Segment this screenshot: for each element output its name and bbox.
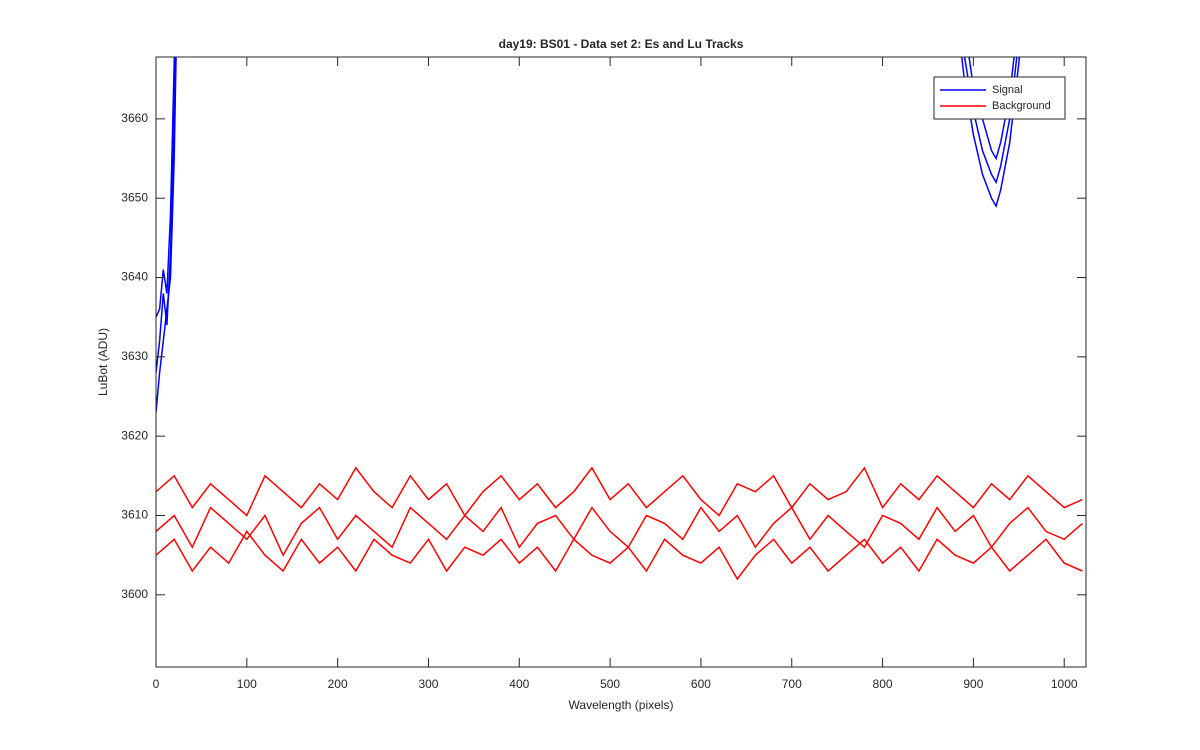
- series-line: [156, 530, 1083, 581]
- legend-label: Background: [992, 100, 1051, 112]
- y-tick-label: 3610: [121, 508, 148, 522]
- y-tick-label: 3650: [121, 190, 148, 204]
- x-tick-label: 0: [153, 677, 160, 691]
- y-tick-label: 3620: [121, 428, 148, 442]
- y-axis-label: LuBot (ADU): [96, 328, 110, 396]
- x-tick-label: 200: [328, 677, 348, 691]
- y-tick-label: 3600: [121, 587, 148, 601]
- x-tick-label: 400: [509, 677, 529, 691]
- y-tick-label: 3630: [121, 349, 148, 363]
- x-tick-label: 500: [600, 677, 620, 691]
- chart-title: day19: BS01 - Data set 2: Es and Lu Trac…: [499, 37, 744, 51]
- x-tick-label: 900: [963, 677, 983, 691]
- series-line: [156, 466, 1083, 517]
- y-tick-label: 3640: [121, 270, 148, 284]
- x-tick-label: 600: [691, 677, 711, 691]
- series-line: [156, 57, 1015, 318]
- plot-area: [156, 57, 1086, 667]
- series-line: [156, 506, 1083, 557]
- legend-box: [933, 76, 1066, 120]
- x-tick-label: 700: [782, 677, 802, 691]
- x-tick-label: 300: [418, 677, 438, 691]
- x-tick-label: 100: [237, 677, 257, 691]
- x-tick-label: 1000: [1051, 677, 1078, 691]
- x-tick-label: 800: [873, 677, 893, 691]
- axes-box: [155, 56, 1087, 668]
- legend-label: Signal: [992, 84, 1023, 96]
- x-axis-label: Wavelength (pixels): [569, 698, 674, 712]
- y-tick-label: 3660: [121, 111, 148, 125]
